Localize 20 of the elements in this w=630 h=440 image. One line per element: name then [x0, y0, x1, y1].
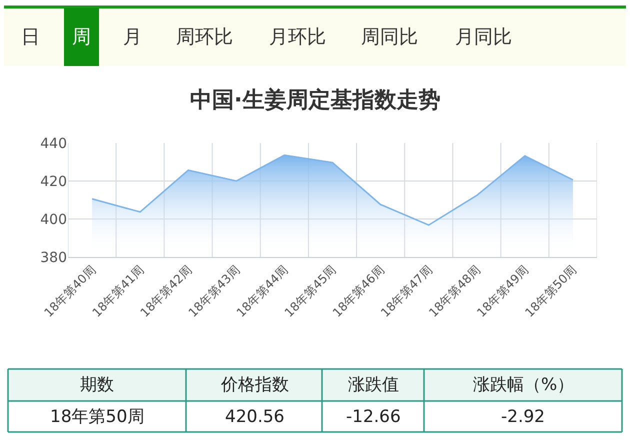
text: 涨跌值 [348, 375, 399, 395]
text: 周 [72, 26, 91, 48]
y-tick-label: 420 [40, 174, 67, 190]
text: -12.66 [346, 407, 401, 427]
y-tick-label: 380 [40, 250, 67, 266]
text: 周环比 [176, 26, 233, 48]
text: 月同比 [455, 26, 512, 48]
text: -2.92 [501, 407, 545, 427]
y-tick-label: 400 [40, 212, 67, 228]
text: 月环比 [269, 26, 326, 48]
text: 18年第50周 [50, 407, 144, 427]
text: 日 [21, 26, 40, 48]
text: 月 [123, 26, 142, 48]
text: 涨跌幅（%） [473, 375, 574, 395]
text: 420.56 [225, 407, 284, 427]
chart-title: 中国·生姜周定基指数走势 [190, 87, 440, 113]
text: 价格指数 [220, 375, 289, 395]
y-tick-label: 440 [40, 136, 67, 152]
text: 周同比 [361, 26, 418, 48]
text: 期数 [80, 375, 114, 395]
